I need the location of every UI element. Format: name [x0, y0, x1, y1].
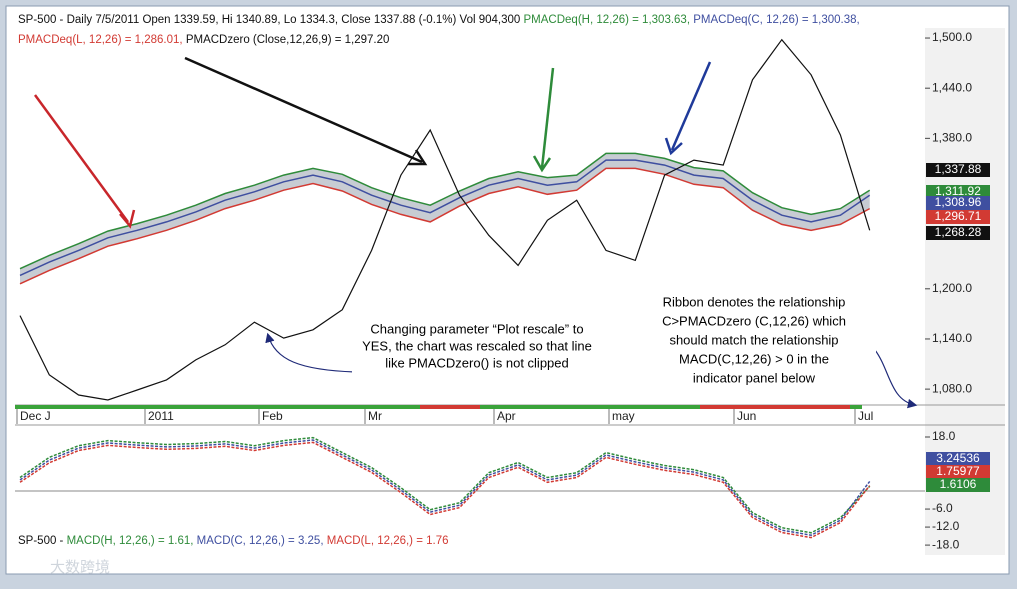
arrow	[540, 67, 555, 169]
note-box	[632, 288, 876, 396]
value-tag-label: 1.6106	[940, 477, 977, 491]
value-tag	[926, 465, 990, 479]
y-tick-label: 18.0	[932, 429, 956, 443]
value-tag-label: 1,311.92	[935, 184, 981, 198]
arrow	[184, 56, 423, 164]
x-tick-label: Apr	[497, 409, 516, 423]
note-text: Changing parameter “Plot rescale” to	[370, 321, 583, 336]
y-tick-label: 1,140.0	[932, 331, 972, 345]
value-tag-label: 1,296.71	[935, 209, 982, 223]
notes: Changing parameter “Plot rescale” to YES,…	[362, 294, 846, 385]
x-tick-label: Jul	[858, 409, 873, 423]
note-text: Ribbon denotes the relationship	[663, 294, 846, 309]
note-text: YES, the chart was rescaled so that line	[362, 338, 592, 353]
header-part: MACD(H, 12,26,) = 1.61,	[67, 535, 197, 547]
value-tag	[926, 452, 990, 466]
header-part: MACD(C, 12,26,) = 3.25,	[197, 535, 327, 547]
x-tick-label: Dec J	[20, 409, 51, 423]
status-strip	[480, 405, 700, 409]
y-tick-label: -6.0	[932, 501, 953, 515]
value-tag-label: 3.24536	[936, 451, 980, 465]
header: PMACDeq(L, 12,26) = 1,286.01, PMACDzero …	[18, 34, 389, 46]
value-tag-label: 1,337.88	[935, 162, 982, 176]
value-tag	[926, 226, 990, 240]
status-strip	[15, 405, 420, 409]
value-tag-label: 1,268.28	[935, 225, 982, 239]
arrow-head	[664, 137, 683, 156]
ribbon-fill	[20, 153, 870, 284]
y-tick-label: 1,500.0	[932, 30, 972, 44]
series-line	[19, 167, 871, 285]
value-tag	[926, 196, 990, 210]
watermark: 大数跨境	[50, 558, 110, 576]
x-tick-label: Mr	[368, 409, 382, 423]
footer: SP-500 - MACD(H, 12,26,) = 1.61, MACD(C,…	[18, 535, 449, 547]
value-tag	[926, 163, 990, 177]
value-tag	[926, 478, 990, 492]
arrow	[874, 349, 918, 409]
y-tick-label: -12.0	[932, 519, 960, 533]
series-line	[19, 439, 871, 536]
y-tick-label: 1,080.0	[932, 381, 972, 395]
arrow	[265, 332, 356, 373]
series-line	[19, 159, 871, 277]
header-part: MACD(L, 12,26,) = 1.76	[327, 535, 449, 547]
header: SP-500 - Daily 7/5/2011 Open 1339.59, Hi…	[18, 14, 860, 26]
y-tick-label: 1,440.0	[932, 80, 972, 94]
series-line	[19, 38, 871, 401]
value-tag-label: 1,308.96	[935, 195, 982, 209]
header-part: PMACDeq(H, 12,26) = 1,303.63,	[524, 14, 694, 26]
x-tick-label: Feb	[262, 409, 283, 423]
arrow-head	[408, 149, 428, 166]
y-tick-label: 1,200.0	[932, 281, 972, 295]
plot: 1,500.0 1,440.0 1,380.0 1,200.0 1,140.0 1,080…	[16, 30, 990, 551]
value-tag-label: 1.75977	[936, 464, 980, 478]
note-text: like PMACDzero() is not clipped	[385, 355, 569, 370]
arrow	[33, 94, 130, 223]
header-part: PMACDzero (Close,12,26,9) = 1,297.20	[186, 34, 390, 46]
status-strip	[420, 405, 480, 409]
header-part: SP-500 - Daily 7/5/2011 Open 1339.59, Hi…	[18, 14, 524, 26]
value-tag	[926, 185, 990, 199]
series-line	[19, 152, 871, 270]
note-text: C>PMACDzero (C,12,26) which	[662, 313, 846, 328]
note-text: MACD(C,12,26) > 0 in the	[679, 351, 829, 366]
arrow-head	[532, 155, 552, 173]
status-strip	[700, 405, 850, 409]
value-tag	[926, 210, 990, 224]
note-box	[352, 315, 602, 383]
arrows	[33, 56, 918, 409]
status-strip	[850, 405, 862, 409]
note-text: should match the relationship	[669, 332, 838, 347]
arrow	[670, 61, 712, 151]
x-tick-label: Jun	[737, 409, 756, 423]
y-tick-label: 1,380.0	[932, 131, 972, 145]
x-tick-label: may	[612, 409, 635, 423]
header-part: PMACDeq(C, 12,26) = 1,300.38,	[693, 14, 860, 26]
y-tick-label: -18.0	[932, 537, 960, 551]
header-part: SP-500 -	[18, 535, 67, 547]
x-tick-label: 2011	[148, 409, 174, 423]
arrow-head	[119, 209, 136, 229]
series-line	[19, 436, 871, 534]
series-line	[19, 441, 871, 539]
note-text: indicator panel below	[693, 370, 816, 385]
header-part: PMACDeq(L, 12,26) = 1,286.01,	[18, 34, 186, 46]
